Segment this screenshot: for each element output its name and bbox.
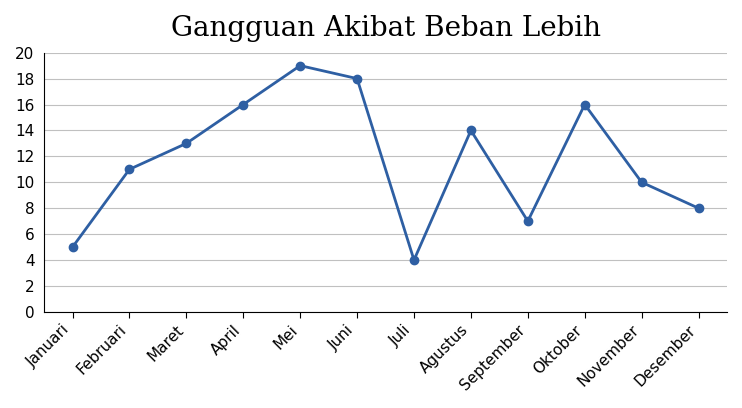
Title: Gangguan Akibat Beban Lebih: Gangguan Akibat Beban Lebih: [171, 15, 600, 42]
